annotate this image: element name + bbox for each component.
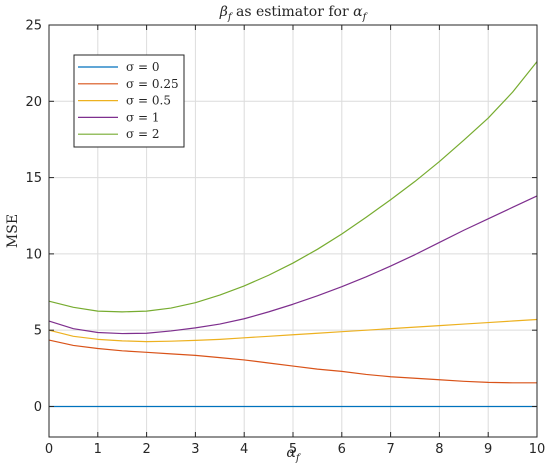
- legend: σ = 0 σ = 0.25 σ = 0.5 σ = 1 σ = 2: [73, 54, 185, 148]
- legend-label: σ = 0.5: [126, 94, 171, 108]
- series-line: [48, 318, 538, 343]
- x-tick-label: 4: [240, 442, 248, 457]
- title-beta-sub: f: [227, 12, 234, 23]
- y-tick-label: 25: [25, 19, 42, 34]
- legend-label: σ = 0.25: [126, 77, 179, 91]
- y-tick-label: 10: [25, 247, 42, 262]
- x-tick-label: 9: [484, 442, 492, 457]
- series-layer: [48, 61, 538, 408]
- series-line: [48, 61, 538, 313]
- x-tick-label: 0: [45, 442, 53, 457]
- title-alpha-sub: f: [362, 12, 369, 23]
- y-tick-label: 5: [34, 324, 42, 339]
- x-tick-label: 3: [191, 442, 199, 457]
- series-line: [48, 339, 537, 384]
- x-tick-label: 6: [338, 442, 346, 457]
- x-axis-label: αf: [286, 445, 301, 463]
- legend-label: σ = 0: [126, 60, 160, 74]
- y-tick-label: 0: [34, 400, 42, 415]
- title-beta: β: [219, 4, 228, 20]
- x-axis-label-sub: f: [295, 453, 302, 463]
- grid: [49, 24, 537, 437]
- title-middle: as estimator for: [232, 4, 354, 20]
- x-axis-label-main: α: [286, 445, 296, 461]
- y-axis-label: MSE: [5, 214, 21, 248]
- y-tick-label: 15: [25, 171, 42, 186]
- x-tick-label: 8: [435, 442, 443, 457]
- legend-label: σ = 1: [126, 110, 160, 124]
- title-alpha: α: [353, 4, 363, 20]
- x-tick-label: 1: [94, 442, 102, 457]
- ticks: 0 1 2 3 4 5 6 7 8 9 10 0 5 10 15 20 25: [25, 19, 545, 458]
- series-line: [48, 195, 538, 335]
- x-tick-label: 5: [289, 442, 297, 457]
- legend-label: σ = 2: [126, 127, 160, 141]
- x-tick-label: 10: [529, 442, 546, 457]
- x-tick-label: 7: [386, 442, 394, 457]
- y-tick-label: 20: [25, 95, 42, 110]
- x-tick-label: 2: [142, 442, 150, 457]
- chart-title: βf as estimator for αf: [219, 4, 369, 23]
